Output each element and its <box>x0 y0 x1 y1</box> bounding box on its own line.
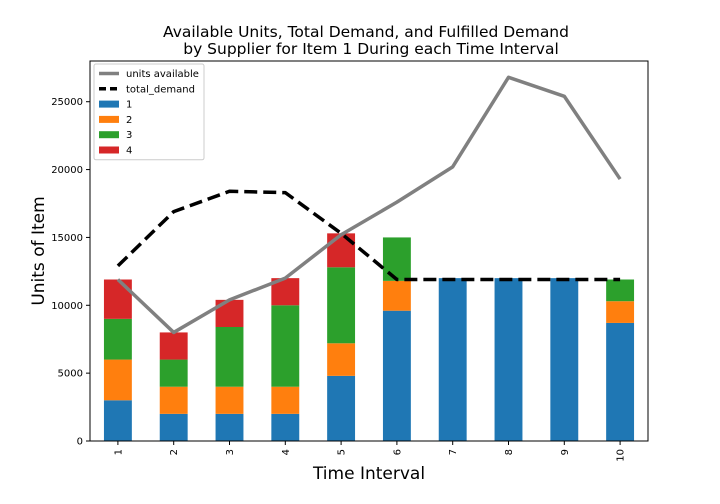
bar-series-3-interval-6 <box>382 237 411 281</box>
legend-label-total-demand: total_demand <box>126 84 195 95</box>
chart-title-line2: by Supplier for Item 1 During each Time … <box>183 40 559 58</box>
line-units-available <box>116 75 622 335</box>
bar-series-2-interval-10 <box>606 301 635 323</box>
legend-label-2: 2 <box>126 115 132 126</box>
bar-series-2-interval-5 <box>327 343 356 376</box>
bar-series-2-interval-1 <box>103 359 132 401</box>
bar-series-4-interval-2 <box>159 332 188 360</box>
x-tick-label-9: 9 <box>560 449 571 455</box>
x-tick-label-3: 3 <box>225 449 236 455</box>
bar-series-2-interval-2 <box>159 386 188 414</box>
bar-series-3-interval-10 <box>606 279 635 302</box>
bar-series-4-interval-1 <box>103 279 132 319</box>
bar-series-1-interval-4 <box>271 413 300 441</box>
line-total-demand <box>116 189 621 282</box>
bar-series-2-interval-4 <box>271 386 300 414</box>
chart-title-line1: Available Units, Total Demand, and Fulfi… <box>163 23 569 41</box>
legend-swatch-series-1 <box>99 100 119 108</box>
bar-series-1-interval-5 <box>327 375 356 441</box>
bar-series-1-interval-7 <box>438 278 467 441</box>
x-tick-label-5: 5 <box>337 449 348 455</box>
bar-series-3-interval-1 <box>103 318 132 360</box>
bar-series-1-interval-8 <box>494 278 523 441</box>
x-tick-label-1: 1 <box>113 449 124 455</box>
bar-series-1-interval-3 <box>215 413 244 441</box>
legend-swatch-series-2 <box>99 115 119 123</box>
legend-label-1: 1 <box>126 100 132 111</box>
bar-series-1-interval-9 <box>550 278 579 441</box>
x-tick-label-4: 4 <box>281 449 292 455</box>
plot-frame <box>89 60 649 442</box>
x-tick-label-2: 2 <box>169 449 180 455</box>
bar-series-3-interval-3 <box>215 327 244 387</box>
y-tick-label-0: 0 <box>77 437 83 448</box>
legend-swatch-series-3 <box>99 131 119 139</box>
x-tick-label-7: 7 <box>448 449 459 455</box>
x-tick-label-8: 8 <box>504 449 515 455</box>
bar-series-3-interval-4 <box>271 305 300 387</box>
lines-group <box>116 75 622 335</box>
legend-label-units-available: units available <box>126 69 199 80</box>
x-tick-label-10: 10 <box>616 449 627 462</box>
bar-series-4-interval-5 <box>327 233 356 268</box>
bar-series-3-interval-2 <box>159 359 188 387</box>
y-tick-label-25000: 25000 <box>51 97 83 108</box>
y-tick-label-10000: 10000 <box>51 301 83 312</box>
y-tick-label-5000: 5000 <box>58 369 83 380</box>
bar-series-1-interval-10 <box>606 322 635 441</box>
x-tick-label-6: 6 <box>392 449 403 455</box>
bar-series-1-interval-6 <box>382 310 411 441</box>
y-tick-label-15000: 15000 <box>51 233 83 244</box>
x-axis-label: Time Interval <box>312 464 425 484</box>
bar-series-2-interval-6 <box>382 280 411 311</box>
bar-series-3-interval-5 <box>327 267 356 344</box>
legend-swatch-series-4 <box>99 146 119 154</box>
bars-group <box>103 233 635 441</box>
y-tick-label-20000: 20000 <box>51 165 83 176</box>
legend-box <box>93 63 205 161</box>
y-axis-label: Units of Item <box>29 196 49 305</box>
legend-label-3: 3 <box>126 130 132 141</box>
bar-series-2-interval-3 <box>215 386 244 414</box>
legend: units available total_demand 1 2 3 4 <box>93 63 205 161</box>
bar-series-1-interval-2 <box>159 413 188 441</box>
legend-label-4: 4 <box>126 146 132 157</box>
bar-series-1-interval-1 <box>103 400 132 441</box>
axes-group: 0 5000 10000 15000 20000 25000 1 2 3 4 5 6 7 8 9 10 <box>51 60 649 462</box>
